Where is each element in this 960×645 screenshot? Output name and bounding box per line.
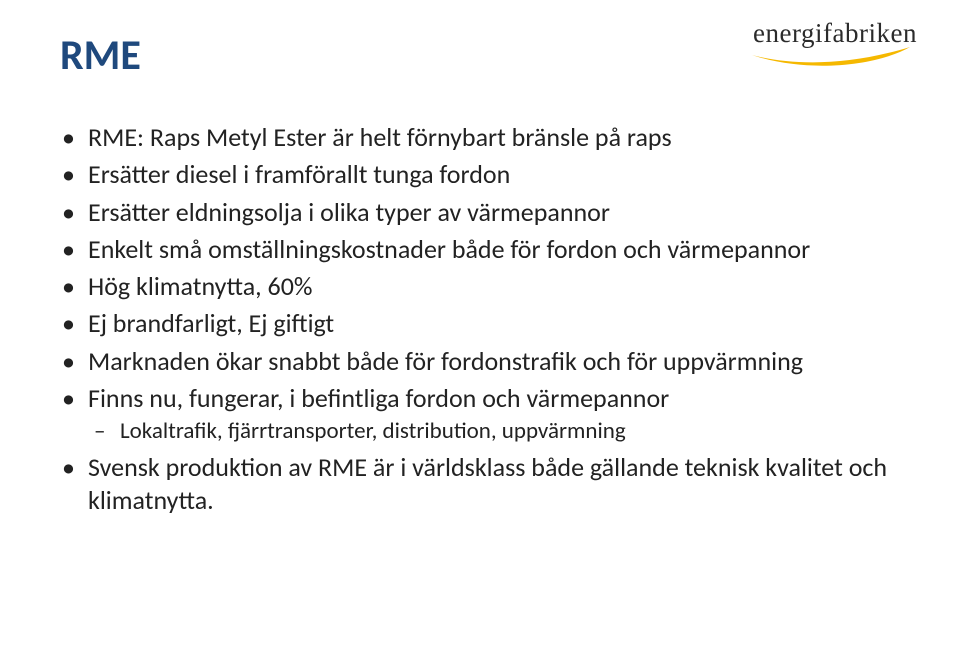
list-item: Hög klimatnytta, 60% [60,270,910,303]
sub-list-item: Lokaltrafik, fjärrtransporter, distribut… [88,417,910,447]
sub-list: Lokaltrafik, fjärrtransporter, distribut… [88,417,910,447]
swoosh-icon [750,45,920,73]
swoosh-path [752,47,910,66]
bullet-list: RME: Raps Metyl Ester är helt förnybart … [60,121,910,518]
sub-bullet-text: Lokaltrafik, fjärrtransporter, distribut… [120,417,626,445]
list-item: Svensk produktion av RME är i världsklas… [60,451,910,518]
bullet-text: Ej brandfarligt, Ej giftigt [88,307,334,339]
list-item: Ej brandfarligt, Ej giftigt [60,307,910,340]
bullet-text: Marknaden ökar snabbt både för fordonstr… [88,345,803,377]
bullet-text: Ersätter eldningsolja i olika typer av v… [88,196,610,228]
list-item: Marknaden ökar snabbt både för fordonstr… [60,345,910,378]
list-item: Ersätter eldningsolja i olika typer av v… [60,196,910,229]
bullet-text: Svensk produktion av RME är i världsklas… [88,451,887,516]
slide: energifabriken RME RME: Raps Metyl Ester… [0,0,960,645]
list-item: Ersätter diesel i framförallt tunga ford… [60,158,910,191]
bullet-text: Hög klimatnytta, 60% [88,270,312,302]
list-item: Enkelt små omställningskostnader både fö… [60,233,910,266]
list-item: RME: Raps Metyl Ester är helt förnybart … [60,121,910,154]
list-item: Finns nu, fungerar, i befintliga fordon … [60,382,910,447]
logo: energifabriken [750,18,920,73]
bullet-text: RME: Raps Metyl Ester är helt förnybart … [88,121,672,153]
bullet-text: Enkelt små omställningskostnader både fö… [88,233,810,265]
bullet-text: Ersätter diesel i framförallt tunga ford… [88,158,510,190]
bullet-text: Finns nu, fungerar, i befintliga fordon … [88,382,669,414]
